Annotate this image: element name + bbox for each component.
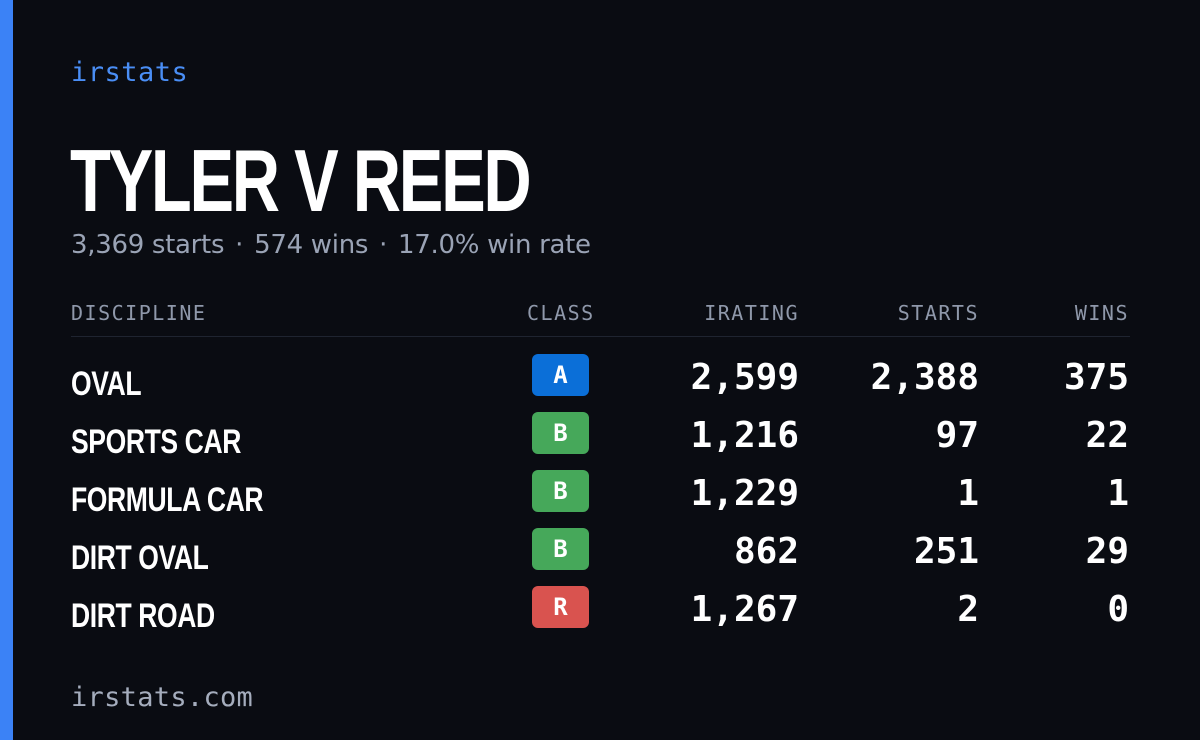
wins-value: 29 [1085, 531, 1129, 572]
header-irating: IRATING [704, 301, 799, 325]
table-row: FORMULA CAR B 1,229 1 1 [0, 470, 1200, 528]
starts-value: 251 [913, 531, 979, 572]
footer-url: irstats.com [71, 682, 254, 713]
wins-value: 0 [1107, 589, 1129, 630]
irating-value: 1,216 [690, 415, 799, 456]
wins-value: 22 [1085, 415, 1129, 456]
starts-value: 2 [957, 589, 979, 630]
discipline-label: DIRT OVAL [71, 539, 209, 577]
wins-value: 375 [1063, 357, 1129, 398]
discipline-label: SPORTS CAR [71, 423, 241, 461]
starts-value: 97 [935, 415, 979, 456]
class-badge: B [532, 412, 589, 454]
wins-value: 1 [1107, 473, 1129, 514]
brand-logo-text: irstats [71, 57, 189, 88]
header-class: CLASS [527, 301, 595, 325]
career-summary: 3,369 starts · 574 wins · 17.0% win rate [71, 227, 591, 263]
header-wins: WINS [1074, 301, 1129, 325]
table-row: OVAL A 2,599 2,388 375 [0, 354, 1200, 412]
class-badge: B [532, 528, 589, 570]
class-badge: B [532, 470, 589, 512]
discipline-label: DIRT ROAD [71, 597, 215, 635]
summary-separator: · [235, 230, 244, 260]
summary-starts: 3,369 starts [71, 230, 225, 260]
class-badge: A [532, 354, 589, 396]
table-row: DIRT ROAD R 1,267 2 0 [0, 586, 1200, 644]
irating-value: 862 [733, 531, 799, 572]
summary-win-rate: 17.0% win rate [398, 230, 591, 260]
header-discipline: DISCIPLINE [71, 301, 207, 325]
starts-value: 2,388 [870, 357, 979, 398]
table-row: DIRT OVAL B 862 251 29 [0, 528, 1200, 586]
header-starts: STARTS [897, 301, 979, 325]
irating-value: 1,229 [690, 473, 799, 514]
discipline-label: OVAL [71, 365, 142, 403]
summary-separator: · [379, 230, 388, 260]
summary-wins: 574 wins [254, 230, 369, 260]
irating-value: 2,599 [690, 357, 799, 398]
class-badge: R [532, 586, 589, 628]
irating-value: 1,267 [690, 589, 799, 630]
header-divider [71, 336, 1130, 337]
starts-value: 1 [957, 473, 979, 514]
table-row: SPORTS CAR B 1,216 97 22 [0, 412, 1200, 470]
driver-name: TYLER V REED [70, 131, 532, 230]
discipline-label: FORMULA CAR [71, 481, 264, 519]
accent-bar [0, 0, 13, 740]
